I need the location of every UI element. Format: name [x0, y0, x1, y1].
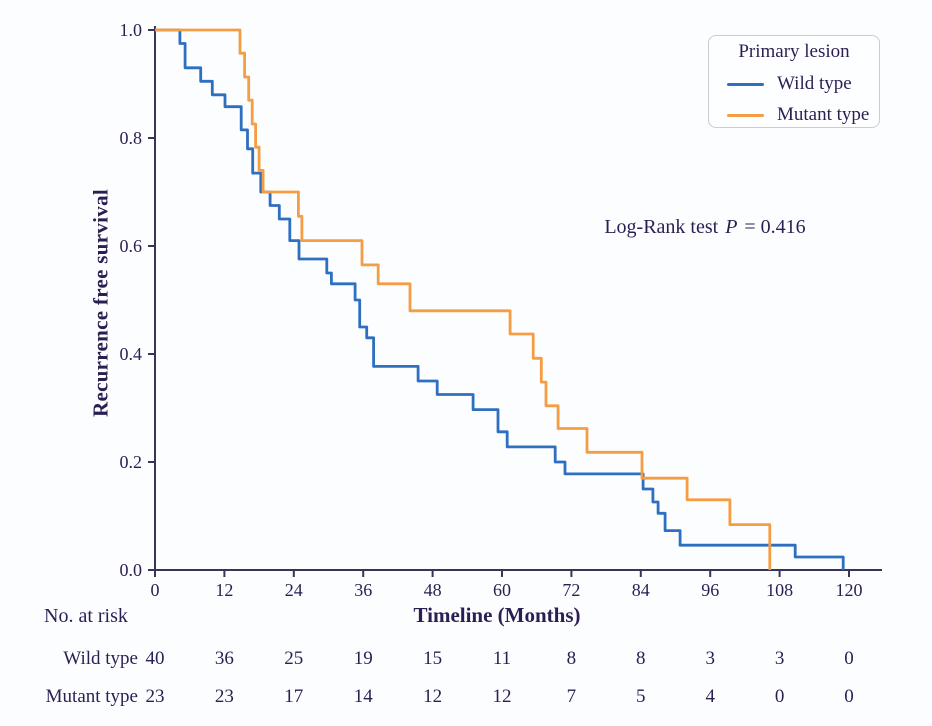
risk-count: 17	[284, 686, 304, 707]
risk-count: 11	[492, 648, 512, 669]
x-tick-label: 120	[836, 580, 863, 600]
x-tick-label: 36	[354, 580, 372, 600]
risk-count: 23	[145, 686, 165, 707]
risk-count: 8	[566, 648, 577, 669]
risk-table-title: No. at risk	[44, 605, 128, 627]
y-tick-label: 0.4	[120, 344, 143, 364]
risk-count: 3	[774, 648, 785, 669]
risk-count: 7	[566, 686, 577, 707]
risk-count: 8	[636, 648, 646, 669]
risk-count: 5	[636, 686, 646, 707]
y-axis-title: Recurrence free survival	[88, 188, 113, 418]
survival-curve-mutant-type	[155, 28, 772, 570]
risk-count: 14	[353, 686, 373, 707]
risk-count: 23	[214, 686, 234, 707]
x-tick-label: 96	[701, 580, 719, 600]
y-tick-label: 0.8	[120, 128, 143, 148]
risk-count: 4	[705, 686, 715, 707]
x-tick-label: 108	[766, 580, 793, 600]
y-tick-label: 1.0	[120, 20, 143, 40]
x-tick-label: 48	[424, 580, 442, 600]
survival-curve-wild-type	[155, 28, 845, 570]
legend-label-wild-type: Wild type	[777, 73, 852, 94]
legend-label-mutant-type: Mutant type	[777, 104, 870, 125]
x-tick-label: 12	[215, 580, 233, 600]
y-tick-label: 0.6	[120, 236, 143, 256]
risk-count: 40	[145, 648, 165, 669]
x-tick-label: 60	[493, 580, 511, 600]
legend-title: Primary lesion	[738, 41, 850, 62]
y-tick-label: 0.2	[120, 452, 143, 472]
logrank-annotation: Log-Rank test P = 0.416	[555, 216, 855, 239]
risk-count: 25	[284, 648, 304, 669]
risk-count: 3	[705, 648, 715, 669]
mutant-type-line-swatch	[727, 113, 764, 117]
x-tick-label: 84	[632, 580, 650, 600]
risk-count: 0	[844, 686, 854, 707]
risk-row-label-wild-type: Wild type	[63, 648, 138, 669]
risk-count: 19	[353, 648, 373, 669]
x-tick-label: 0	[151, 580, 160, 600]
y-tick-label: 0.0	[120, 560, 143, 580]
x-tick-label: 72	[562, 580, 580, 600]
risk-count: 12	[492, 686, 512, 707]
legend-item-mutant-type: Mutant type	[709, 104, 879, 125]
legend-box: Primary lesion Wild type Mutant type	[708, 35, 880, 128]
x-axis-title: Timeline (Months)	[413, 603, 581, 627]
legend-item-wild-type: Wild type	[709, 73, 879, 94]
x-tick-label: 24	[285, 580, 303, 600]
p-value: = 0.416	[744, 216, 806, 238]
risk-count: 15	[423, 648, 443, 669]
risk-count: 36	[214, 648, 234, 669]
logrank-prefix: Log-Rank test	[604, 216, 719, 238]
risk-count: 0	[774, 686, 785, 707]
p-symbol: P	[725, 216, 738, 238]
wild-type-line-swatch	[727, 82, 764, 86]
risk-count: 0	[844, 648, 854, 669]
risk-count: 12	[423, 686, 443, 707]
risk-row-label-mutant-type: Mutant type	[45, 686, 138, 707]
